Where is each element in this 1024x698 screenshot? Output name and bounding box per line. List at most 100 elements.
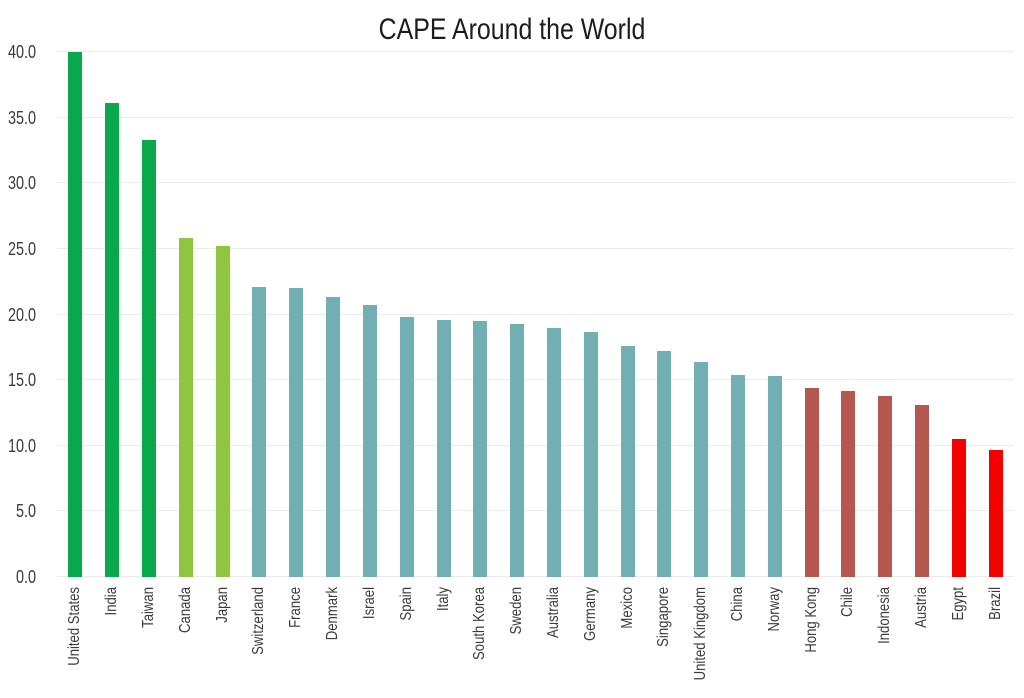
x-label-south-korea: South Korea xyxy=(462,587,499,698)
bar-column-taiwan xyxy=(131,52,168,577)
x-label-india: India xyxy=(94,587,131,698)
bar-column-sweden xyxy=(499,52,536,577)
y-tick-label-20.0: 20.0 xyxy=(7,304,36,325)
y-tick-label-35.0: 35.0 xyxy=(7,107,36,128)
x-label-spain: Spain xyxy=(388,587,425,698)
x-label-hong-kong: Hong Kong xyxy=(793,587,830,698)
y-tick-label-0.0: 0.0 xyxy=(15,567,36,587)
x-label-sweden: Sweden xyxy=(499,587,536,698)
x-label-text-indonesia: Indonesia xyxy=(876,587,894,644)
x-label-japan: Japan xyxy=(204,587,241,698)
x-label-text-spain: Spain xyxy=(397,587,415,621)
x-label-israel: Israel xyxy=(352,587,389,698)
bar-column-denmark xyxy=(315,52,352,577)
bar-column-egypt xyxy=(941,52,978,577)
bar-indonesia xyxy=(878,395,893,577)
bar-column-australia xyxy=(536,52,573,577)
bar-column-hong-kong xyxy=(793,52,830,577)
bar-column-china xyxy=(720,52,757,577)
bar-canada xyxy=(178,238,193,577)
bar-singapore xyxy=(657,351,672,577)
x-label-text-austria: Austria xyxy=(913,587,931,628)
y-tick-label-25.0: 25.0 xyxy=(7,238,36,259)
x-label-text-chile: Chile xyxy=(839,587,857,617)
x-label-united-kingdom: United Kingdom xyxy=(683,587,720,698)
bar-column-south-korea xyxy=(462,52,499,577)
x-label-text-united-kingdom: United Kingdom xyxy=(692,587,710,681)
bar-south-korea xyxy=(473,321,488,577)
bar-column-israel xyxy=(352,52,389,577)
gridline-layer xyxy=(57,51,1014,577)
bar-column-singapore xyxy=(646,52,683,577)
x-label-text-hong-kong: Hong Kong xyxy=(802,587,820,653)
bar-column-united-kingdom xyxy=(683,52,720,577)
bar-column-austria xyxy=(904,52,941,577)
chart-title: CAPE Around the World xyxy=(378,13,646,46)
bar-column-germany xyxy=(572,52,609,577)
bar-brazil xyxy=(988,449,1003,577)
x-label-text-egypt: Egypt xyxy=(949,587,967,621)
x-label-norway: Norway xyxy=(756,587,793,698)
x-label-singapore: Singapore xyxy=(646,587,683,698)
x-label-italy: Italy xyxy=(425,587,462,698)
y-tick-label-15.0: 15.0 xyxy=(7,370,36,391)
x-label-text-australia: Australia xyxy=(544,587,562,639)
bar-column-india xyxy=(94,52,131,577)
x-label-canada: Canada xyxy=(167,587,204,698)
bar-column-mexico xyxy=(609,52,646,577)
bars-layer xyxy=(57,52,1014,577)
bar-austria xyxy=(915,405,930,577)
gridline-5.0 xyxy=(57,510,1014,512)
x-label-text-israel: Israel xyxy=(360,587,378,620)
bar-united-states xyxy=(68,52,83,577)
y-tick-label-5.0: 5.0 xyxy=(15,501,36,522)
bar-column-united-states xyxy=(57,52,94,577)
x-label-text-india: India xyxy=(103,587,121,616)
bar-chile xyxy=(841,390,856,577)
bar-egypt xyxy=(951,439,966,577)
bar-italy xyxy=(436,319,451,577)
x-label-text-south-korea: South Korea xyxy=(471,587,489,660)
x-label-austria: Austria xyxy=(904,587,941,698)
bar-japan xyxy=(215,246,230,577)
x-label-text-canada: Canada xyxy=(176,587,194,633)
bar-sweden xyxy=(510,323,525,577)
x-label-switzerland: Switzerland xyxy=(241,587,278,698)
x-label-text-brazil: Brazil xyxy=(986,587,1004,620)
x-label-text-germany: Germany xyxy=(581,587,599,641)
gridline-35.0 xyxy=(57,116,1014,118)
x-label-text-united-states: United States xyxy=(66,587,84,666)
bar-australia xyxy=(546,327,561,577)
x-label-taiwan: Taiwan xyxy=(131,587,168,698)
bar-column-france xyxy=(278,52,315,577)
bar-united-kingdom xyxy=(694,361,709,577)
x-label-text-mexico: Mexico xyxy=(618,587,636,629)
bar-column-canada xyxy=(167,52,204,577)
bar-column-spain xyxy=(388,52,425,577)
x-label-indonesia: Indonesia xyxy=(867,587,904,698)
x-label-text-switzerland: Switzerland xyxy=(250,587,268,655)
x-label-australia: Australia xyxy=(536,587,573,698)
x-label-text-taiwan: Taiwan xyxy=(140,587,158,628)
bar-norway xyxy=(767,376,782,577)
x-label-brazil: Brazil xyxy=(977,587,1014,698)
y-tick-label-40.0: 40.0 xyxy=(7,42,36,62)
y-axis-labels: 0.0 5.0 10.0 15.0 20.0 25.0 30.0 35.0 40.0 xyxy=(0,43,36,586)
gridline-40.0 xyxy=(57,51,1014,52)
bar-taiwan xyxy=(142,139,157,577)
x-label-united-states: United States xyxy=(57,587,94,698)
x-label-text-china: China xyxy=(729,587,747,622)
bar-india xyxy=(105,103,120,577)
x-label-text-japan: Japan xyxy=(213,587,231,623)
bar-hong-kong xyxy=(804,388,819,577)
x-label-denmark: Denmark xyxy=(315,587,352,698)
bar-israel xyxy=(362,305,377,577)
x-label-germany: Germany xyxy=(572,587,609,698)
plot-area xyxy=(57,51,1014,577)
gridline-10.0 xyxy=(57,444,1014,446)
bar-mexico xyxy=(620,346,635,577)
bar-france xyxy=(289,288,304,577)
gridline-30.0 xyxy=(57,182,1014,184)
bar-column-italy xyxy=(425,52,462,577)
